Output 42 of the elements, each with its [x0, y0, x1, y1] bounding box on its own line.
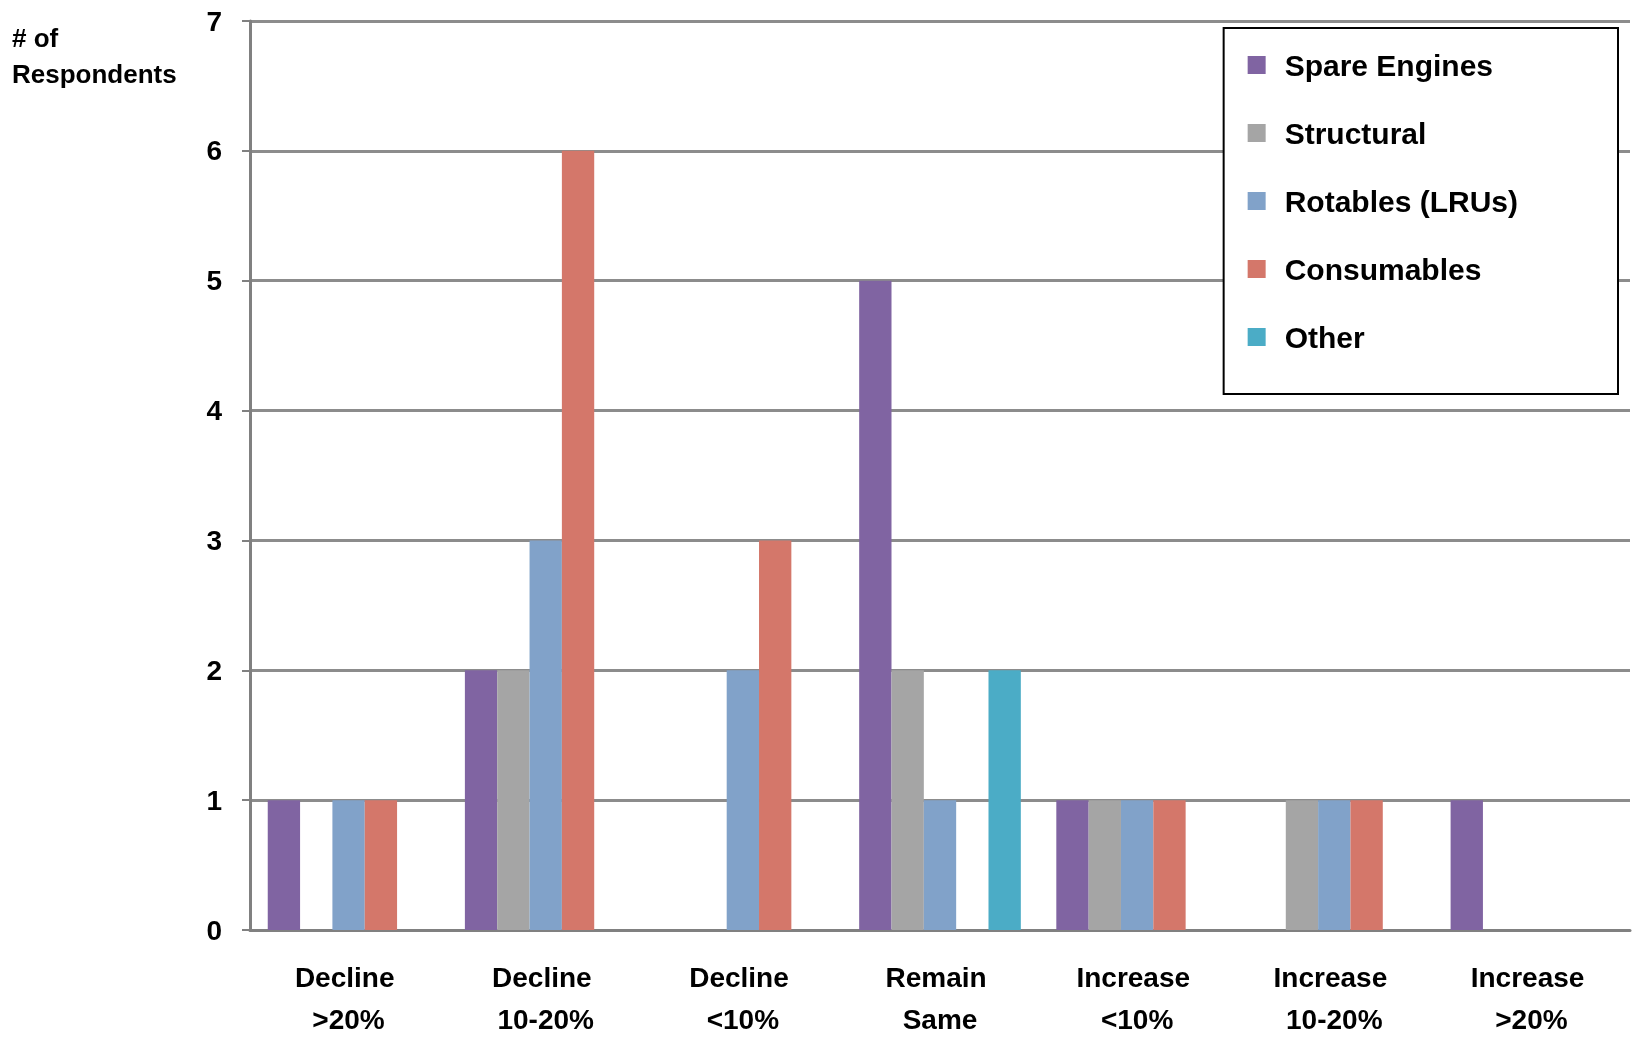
bar [529, 540, 562, 930]
bar [1120, 800, 1154, 930]
x-tick-label: Decline <10% [689, 961, 797, 1035]
y-tick-label: 5 [206, 265, 222, 297]
bar [923, 800, 957, 930]
legend-label: Spare Engines [1284, 48, 1494, 82]
legend-label: Rotables (LRUs) [1284, 184, 1519, 218]
bar [1318, 800, 1351, 930]
bar [1350, 800, 1383, 930]
y-tick-label: 0 [206, 914, 222, 946]
bar [1088, 800, 1121, 930]
bar [891, 670, 924, 930]
x-tick-label: Decline 10-20% [492, 961, 600, 1035]
legend-label: Consumables [1284, 252, 1482, 286]
bar [561, 150, 595, 930]
bar [1285, 800, 1319, 930]
x-tick-label: Remain Same [885, 961, 995, 1035]
x-tick-label: Increase <10% [1076, 961, 1198, 1035]
x-tick-label: Decline >20% [294, 961, 403, 1035]
bar [1450, 800, 1483, 930]
bar [332, 800, 365, 930]
x-tick-label: Increase 10-20% [1273, 961, 1395, 1035]
bar [988, 670, 1021, 930]
legend-label: Structural [1284, 116, 1427, 150]
bar [464, 670, 498, 930]
bar [267, 800, 301, 930]
y-axis-title: # of Respondents [12, 23, 177, 89]
x-tick-label: Increase >20% [1470, 961, 1593, 1035]
legend-label: Other [1284, 320, 1365, 354]
bar [859, 280, 892, 930]
bar [497, 670, 530, 930]
bar [1153, 800, 1186, 930]
bar [1056, 800, 1089, 930]
y-tick-label: 2 [206, 654, 222, 686]
y-tick-label: 6 [206, 135, 222, 167]
y-tick-label: 3 [206, 524, 222, 556]
bar [364, 800, 398, 930]
bar [726, 670, 760, 930]
y-tick-label: 4 [206, 395, 223, 427]
y-tick-label: 7 [206, 5, 222, 37]
bar [759, 540, 792, 930]
y-tick-label: 1 [206, 784, 222, 816]
